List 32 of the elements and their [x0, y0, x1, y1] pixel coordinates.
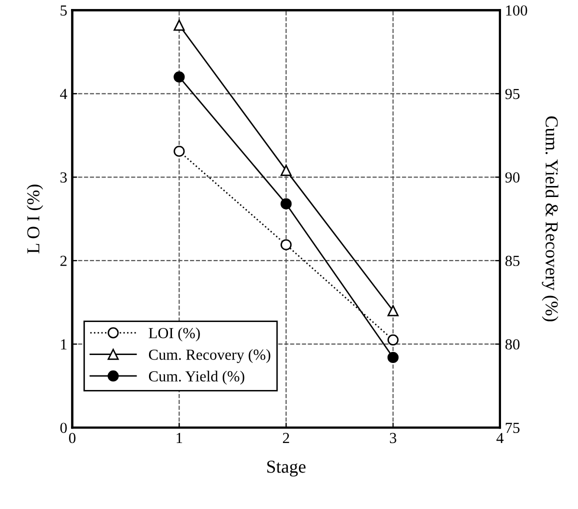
point — [174, 20, 185, 31]
legend-label: Cum. Yield (%) — [148, 370, 244, 385]
point — [174, 146, 185, 157]
y2-tick-label: 95 — [505, 88, 520, 100]
point — [387, 352, 399, 363]
y-tick-label: 5 — [60, 5, 67, 16]
y-tick-label: 3 — [60, 172, 67, 183]
y-tick-label: 0 — [60, 422, 67, 434]
point — [280, 239, 292, 250]
point — [280, 198, 292, 210]
point — [387, 305, 399, 316]
y2-tick-label: 90 — [505, 172, 520, 183]
y2-tick-label: 85 — [505, 256, 520, 266]
x-tick-label: 2 — [282, 432, 290, 444]
y-axis-title: L O I (%) — [26, 184, 44, 254]
y2-axis-title: Cum. Yield & Recovery (%) — [542, 116, 558, 322]
y-tick-label: 4 — [60, 88, 68, 99]
y2-tick-label: 75 — [506, 422, 520, 434]
point — [280, 164, 292, 176]
y-tick-label: 2 — [60, 256, 67, 266]
x-tick-label: 1 — [176, 432, 182, 444]
point — [387, 334, 399, 346]
x-tick-label: 4 — [496, 432, 504, 444]
x-axis-title: Stage — [267, 460, 306, 477]
legend-label: LOI (%) — [148, 328, 200, 342]
legend-label: Cum. Recovery (%) — [148, 349, 270, 364]
y2-tick-label: 80 — [505, 339, 520, 350]
x-tick-label: 3 — [390, 432, 396, 444]
y-tick-label: 1 — [61, 339, 66, 350]
y2-tick-label: 100 — [506, 5, 528, 16]
x-tick-label: 0 — [69, 432, 76, 444]
point — [174, 71, 185, 83]
